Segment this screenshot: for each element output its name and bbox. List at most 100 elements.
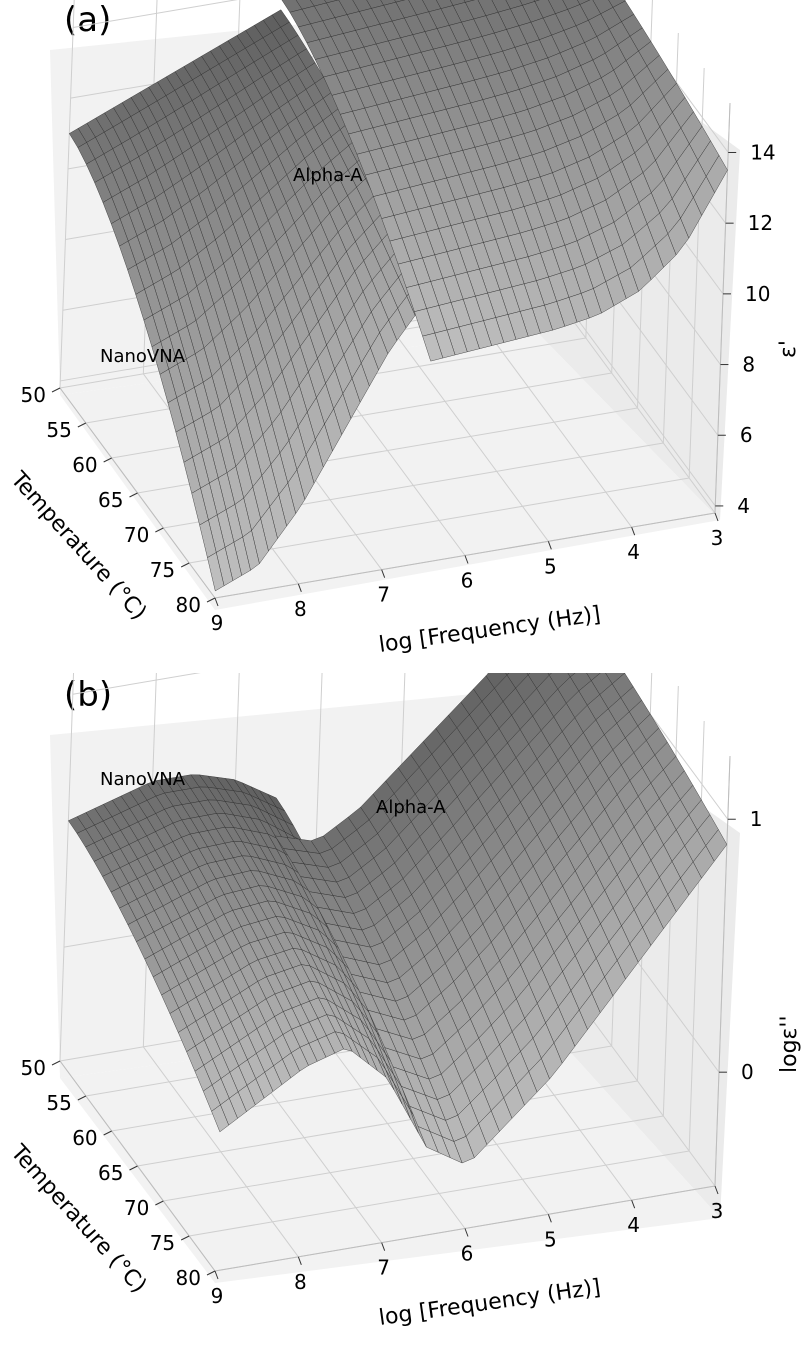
surface-cell (211, 1104, 229, 1133)
y-tick-label: 70 (124, 1196, 149, 1220)
z-axis-line (714, 102, 731, 514)
y-tick-mark (206, 597, 216, 603)
x-tick-mark (631, 1199, 636, 1209)
x-tick-label: 8 (294, 597, 307, 621)
x-tick-mark (297, 583, 302, 593)
y-tick-label: 65 (98, 1161, 123, 1185)
x-tick-label: 5 (544, 1227, 557, 1251)
surface-cell (422, 332, 444, 362)
y-tick-label: 75 (150, 558, 175, 582)
y-tick-mark (103, 457, 112, 463)
annotation-nanovna-b: NanoVNA (100, 769, 186, 790)
grid-line (189, 1150, 690, 1237)
x-tick-label: 7 (377, 583, 390, 607)
y-tick-mark (103, 1130, 112, 1136)
x-tick-label: 4 (627, 1213, 640, 1237)
y-tick-mark (77, 1095, 87, 1101)
z-tick-label: 4 (737, 494, 750, 518)
grid-line (189, 477, 690, 564)
z-ticks-a: 4 6 8 10 12 14 (715, 140, 776, 518)
z-tick-label: 1 (750, 807, 763, 831)
x-tick-label: 7 (377, 1256, 390, 1280)
x-tick-mark (714, 1185, 719, 1195)
x-tick-mark (464, 1228, 469, 1237)
surface-cell (207, 552, 225, 592)
surface-nanovna-a (69, 9, 434, 592)
x-tick-mark (297, 1256, 302, 1266)
z-axis-title-b: logε'' (777, 1015, 802, 1073)
x-tick-label: 9 (211, 611, 224, 635)
y-tick-label: 75 (150, 1231, 175, 1255)
x-axis-title-b: log [Frequency (Hz)] (377, 1275, 602, 1331)
y-tick-label: 80 (176, 1266, 201, 1290)
y-tick-mark (206, 1270, 216, 1276)
x-tick-label: 6 (461, 1242, 474, 1266)
panel-label-a: (a) (64, 0, 112, 40)
grid-line (59, 673, 75, 1062)
x-tick-label: 4 (627, 540, 640, 564)
y-tick-mark (180, 562, 190, 568)
grid-line (59, 0, 75, 389)
y-tick-mark (155, 1200, 164, 1206)
y-tick-mark (180, 1235, 190, 1241)
x-tick-label: 3 (711, 526, 724, 550)
y-tick-label: 80 (176, 593, 201, 617)
y-tick-label: 50 (21, 383, 46, 407)
annotation-nanovna-a: NanoVNA (100, 346, 186, 367)
x-tick-mark (381, 569, 386, 578)
x-tick-label: 9 (211, 1284, 224, 1308)
surface-nanovna-b (68, 774, 427, 1148)
x-ticks-a: 9 8 7 6 5 4 3 (211, 512, 724, 635)
grid-line (163, 1115, 664, 1202)
y-tick-label: 70 (124, 523, 149, 547)
x-tick-label: 5 (544, 554, 557, 578)
z-axis-title-a: ε' (776, 340, 801, 358)
x-ticks-b: 9 8 7 6 5 4 3 (211, 1185, 724, 1308)
x-tick-mark (381, 1242, 386, 1251)
y-tick-label: 50 (21, 1056, 46, 1080)
z-tick-label: 8 (742, 353, 755, 377)
y-tick-label: 60 (72, 453, 97, 477)
z-tick-label: 12 (748, 211, 773, 235)
z-tick-label: 6 (740, 423, 753, 447)
x-tick-label: 6 (461, 569, 474, 593)
x-tick-label: 8 (294, 1270, 307, 1294)
surface-alpha-b (274, 673, 728, 1164)
y-tick-mark (51, 387, 61, 393)
annotation-alpha-b: Alpha-A (376, 797, 446, 818)
y-tick-label: 60 (72, 1126, 97, 1150)
annotation-alpha-a: Alpha-A (293, 165, 363, 186)
x-tick-mark (547, 1214, 552, 1223)
y-tick-mark (77, 422, 87, 428)
y-tick-mark (129, 1165, 138, 1171)
z-tick-label: 0 (741, 1060, 754, 1084)
surface-cell (417, 1126, 439, 1153)
y-tick-label: 65 (98, 488, 123, 512)
y-tick-mark (51, 1060, 61, 1066)
y-tick-mark (155, 527, 164, 533)
y-tick-label: 55 (46, 418, 71, 442)
x-tick-mark (464, 555, 469, 564)
grid-line (137, 1080, 638, 1167)
x-tick-mark (631, 526, 636, 536)
grid-line (688, 720, 705, 1152)
x-axis-title-a: log [Frequency (Hz)] (377, 602, 602, 658)
surface-alpha-a (281, 0, 728, 362)
z-tick-label: 10 (745, 282, 770, 306)
y-tick-label: 55 (46, 1091, 71, 1115)
y-tick-mark (129, 492, 138, 498)
x-tick-label: 3 (711, 1199, 724, 1223)
x-tick-mark (714, 512, 719, 522)
x-tick-mark (214, 1270, 219, 1280)
z-ticks-b: 01 (718, 807, 763, 1084)
z-axis-line (714, 755, 731, 1187)
z-tick-label: 14 (750, 140, 775, 164)
x-tick-mark (214, 597, 219, 607)
x-tick-mark (547, 541, 552, 550)
